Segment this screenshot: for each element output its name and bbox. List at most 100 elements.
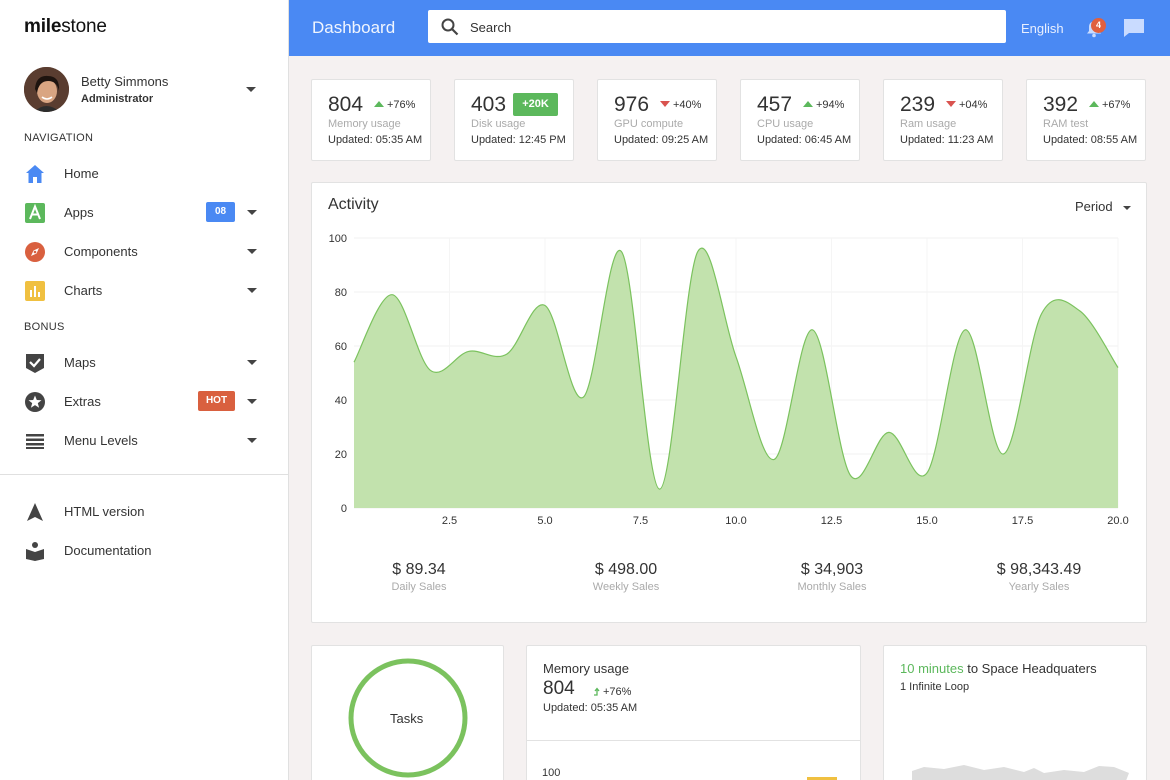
sales-label: Daily Sales: [391, 581, 447, 593]
activity-chart: 0 20 40 60 80 100 2.5 5.0 7.5 10.0 12.5 15.0 17.5 20.…: [329, 233, 1129, 527]
map-card-title: 10 minutes to Space Headquaters: [900, 661, 1097, 676]
sidebar-item-label: Extras: [64, 394, 101, 409]
stat-card-disk[interactable]: 403 +20K Disk usage Updated: 12:45 PM: [454, 79, 574, 161]
stat-card-gpu[interactable]: 976 +40% GPU compute Updated: 09:25 AM: [597, 79, 717, 161]
stat-value: 403: [471, 93, 507, 116]
arrow-icon: [25, 502, 45, 522]
sidebar-item-documentation[interactable]: Documentation: [0, 531, 288, 570]
sidebar-item-label: Apps: [64, 205, 94, 220]
sidebar-item-home[interactable]: Home: [0, 154, 288, 193]
stat-label: Memory usage: [328, 118, 401, 130]
sidebar-item-label: Menu Levels: [64, 433, 138, 448]
sidebar-item-menu-levels[interactable]: Menu Levels: [0, 421, 288, 460]
period-dropdown[interactable]: Period: [1075, 199, 1113, 214]
stat-updated: Updated: 11:23 AM: [900, 134, 994, 146]
menu-icon: [25, 431, 45, 451]
tasks-card[interactable]: Tasks: [311, 645, 504, 780]
map-shape-icon: [912, 765, 1129, 780]
stat-card-ram[interactable]: 239 +04% Ram usage Updated: 11:23 AM: [883, 79, 1003, 161]
avatar: [24, 67, 69, 112]
chevron-down-icon: [247, 288, 257, 293]
language-selector[interactable]: English: [1021, 21, 1064, 36]
stat-change: +67%: [1089, 99, 1130, 111]
stat-updated: Updated: 06:45 AM: [757, 134, 852, 146]
memory-card-divider: [527, 740, 860, 741]
y-tick-label: 100: [329, 233, 347, 245]
user-name: Betty Simmons: [81, 74, 169, 89]
stat-card-ram-test[interactable]: 392 +67% RAM test Updated: 08:55 AM: [1026, 79, 1146, 161]
y-tick-label: 0: [341, 503, 347, 515]
sidebar-item-label: Home: [64, 166, 99, 181]
x-tick-label: 2.5: [442, 515, 457, 527]
stat-change: +76%: [374, 99, 415, 111]
trend-up-icon: [1089, 101, 1099, 107]
stat-updated: Updated: 12:45 PM: [471, 134, 566, 146]
x-tick-label: 5.0: [537, 515, 552, 527]
sidebar: milestone Betty Simmons Administrator NA…: [0, 0, 289, 780]
sidebar-item-maps[interactable]: Maps: [0, 343, 288, 382]
stat-card-cpu[interactable]: 457 +94% CPU usage Updated: 06:45 AM: [740, 79, 860, 161]
memory-card-change: +76%: [593, 686, 631, 698]
memory-bar: [807, 777, 837, 780]
search-icon: [440, 17, 460, 42]
stat-label: GPU compute: [614, 118, 684, 130]
notification-badge: 4: [1091, 18, 1106, 33]
y-tick-label: 40: [335, 395, 347, 407]
memory-card-title: Memory usage: [543, 661, 629, 676]
app-logo[interactable]: milestone: [24, 16, 107, 37]
y-tick-label: 60: [335, 341, 347, 353]
book-icon: [25, 541, 45, 561]
stat-change: +40%: [660, 99, 701, 111]
stat-label: Ram usage: [900, 118, 957, 130]
stat-label: CPU usage: [757, 118, 814, 130]
sidebar-item-charts[interactable]: Charts: [0, 271, 288, 310]
stat-updated: Updated: 05:35 AM: [328, 134, 423, 146]
y-tick-label: 80: [335, 287, 347, 299]
sidebar-item-components[interactable]: Components: [0, 232, 288, 271]
sales-value: $ 98,343.49: [996, 561, 1082, 578]
chevron-down-icon: [247, 360, 257, 365]
stat-value: 239: [900, 93, 936, 116]
sidebar-item-extras[interactable]: Extras HOT: [0, 382, 288, 421]
x-tick-label: 20.0: [1107, 515, 1128, 527]
x-tick-label: 7.5: [633, 515, 648, 527]
sidebar-divider: [0, 474, 288, 475]
star-icon: [25, 392, 45, 412]
chevron-down-icon: [247, 438, 257, 443]
chat-icon[interactable]: [1123, 18, 1145, 43]
chevron-down-icon[interactable]: [1123, 206, 1131, 210]
sidebar-item-html-version[interactable]: HTML version: [0, 492, 288, 531]
memory-card-updated: Updated: 05:35 AM: [543, 702, 638, 714]
x-tick-label: 17.5: [1012, 515, 1033, 527]
user-profile[interactable]: Betty Simmons Administrator: [24, 67, 264, 113]
sales-label: Weekly Sales: [592, 581, 660, 593]
stat-value: 457: [757, 93, 793, 116]
trend-up-icon: [374, 101, 384, 107]
trend-up-arrow-icon: [594, 687, 600, 696]
map-card[interactable]: 10 minutes to Space Headquaters 1 Infini…: [883, 645, 1147, 780]
sidebar-item-apps[interactable]: Apps 08: [0, 193, 288, 232]
user-menu-caret-icon[interactable]: [246, 87, 256, 92]
memory-usage-card[interactable]: Memory usage 804 +76% Updated: 05:35 AM …: [526, 645, 861, 780]
stat-label: Disk usage: [471, 118, 526, 130]
x-tick-label: 15.0: [916, 515, 937, 527]
stat-change: +94%: [803, 99, 844, 111]
check-shield-icon: [25, 353, 45, 373]
search-input[interactable]: Search: [428, 10, 1006, 43]
activity-card: Activity Period 0 20 40 60 80 100 2.5 5.0 7.5 10.…: [311, 182, 1147, 623]
stat-updated: Updated: 09:25 AM: [614, 134, 709, 146]
memory-axis-tick: 100: [542, 767, 561, 779]
activity-area: [354, 248, 1118, 508]
chevron-down-icon: [247, 249, 257, 254]
section-title-navigation: NAVIGATION: [24, 132, 94, 144]
trend-up-icon: [803, 101, 813, 107]
x-tick-label: 10.0: [725, 515, 746, 527]
activity-line: [353, 247, 1119, 490]
hot-badge: HOT: [198, 391, 235, 411]
sidebar-item-label: Components: [64, 244, 138, 259]
stat-card-memory[interactable]: 804 +76% Memory usage Updated: 05:35 AM: [311, 79, 431, 161]
chart-icon: [25, 281, 45, 301]
sidebar-item-label: Maps: [64, 355, 96, 370]
section-title-bonus: BONUS: [24, 321, 65, 333]
map-card-address: 1 Infinite Loop: [900, 681, 970, 693]
